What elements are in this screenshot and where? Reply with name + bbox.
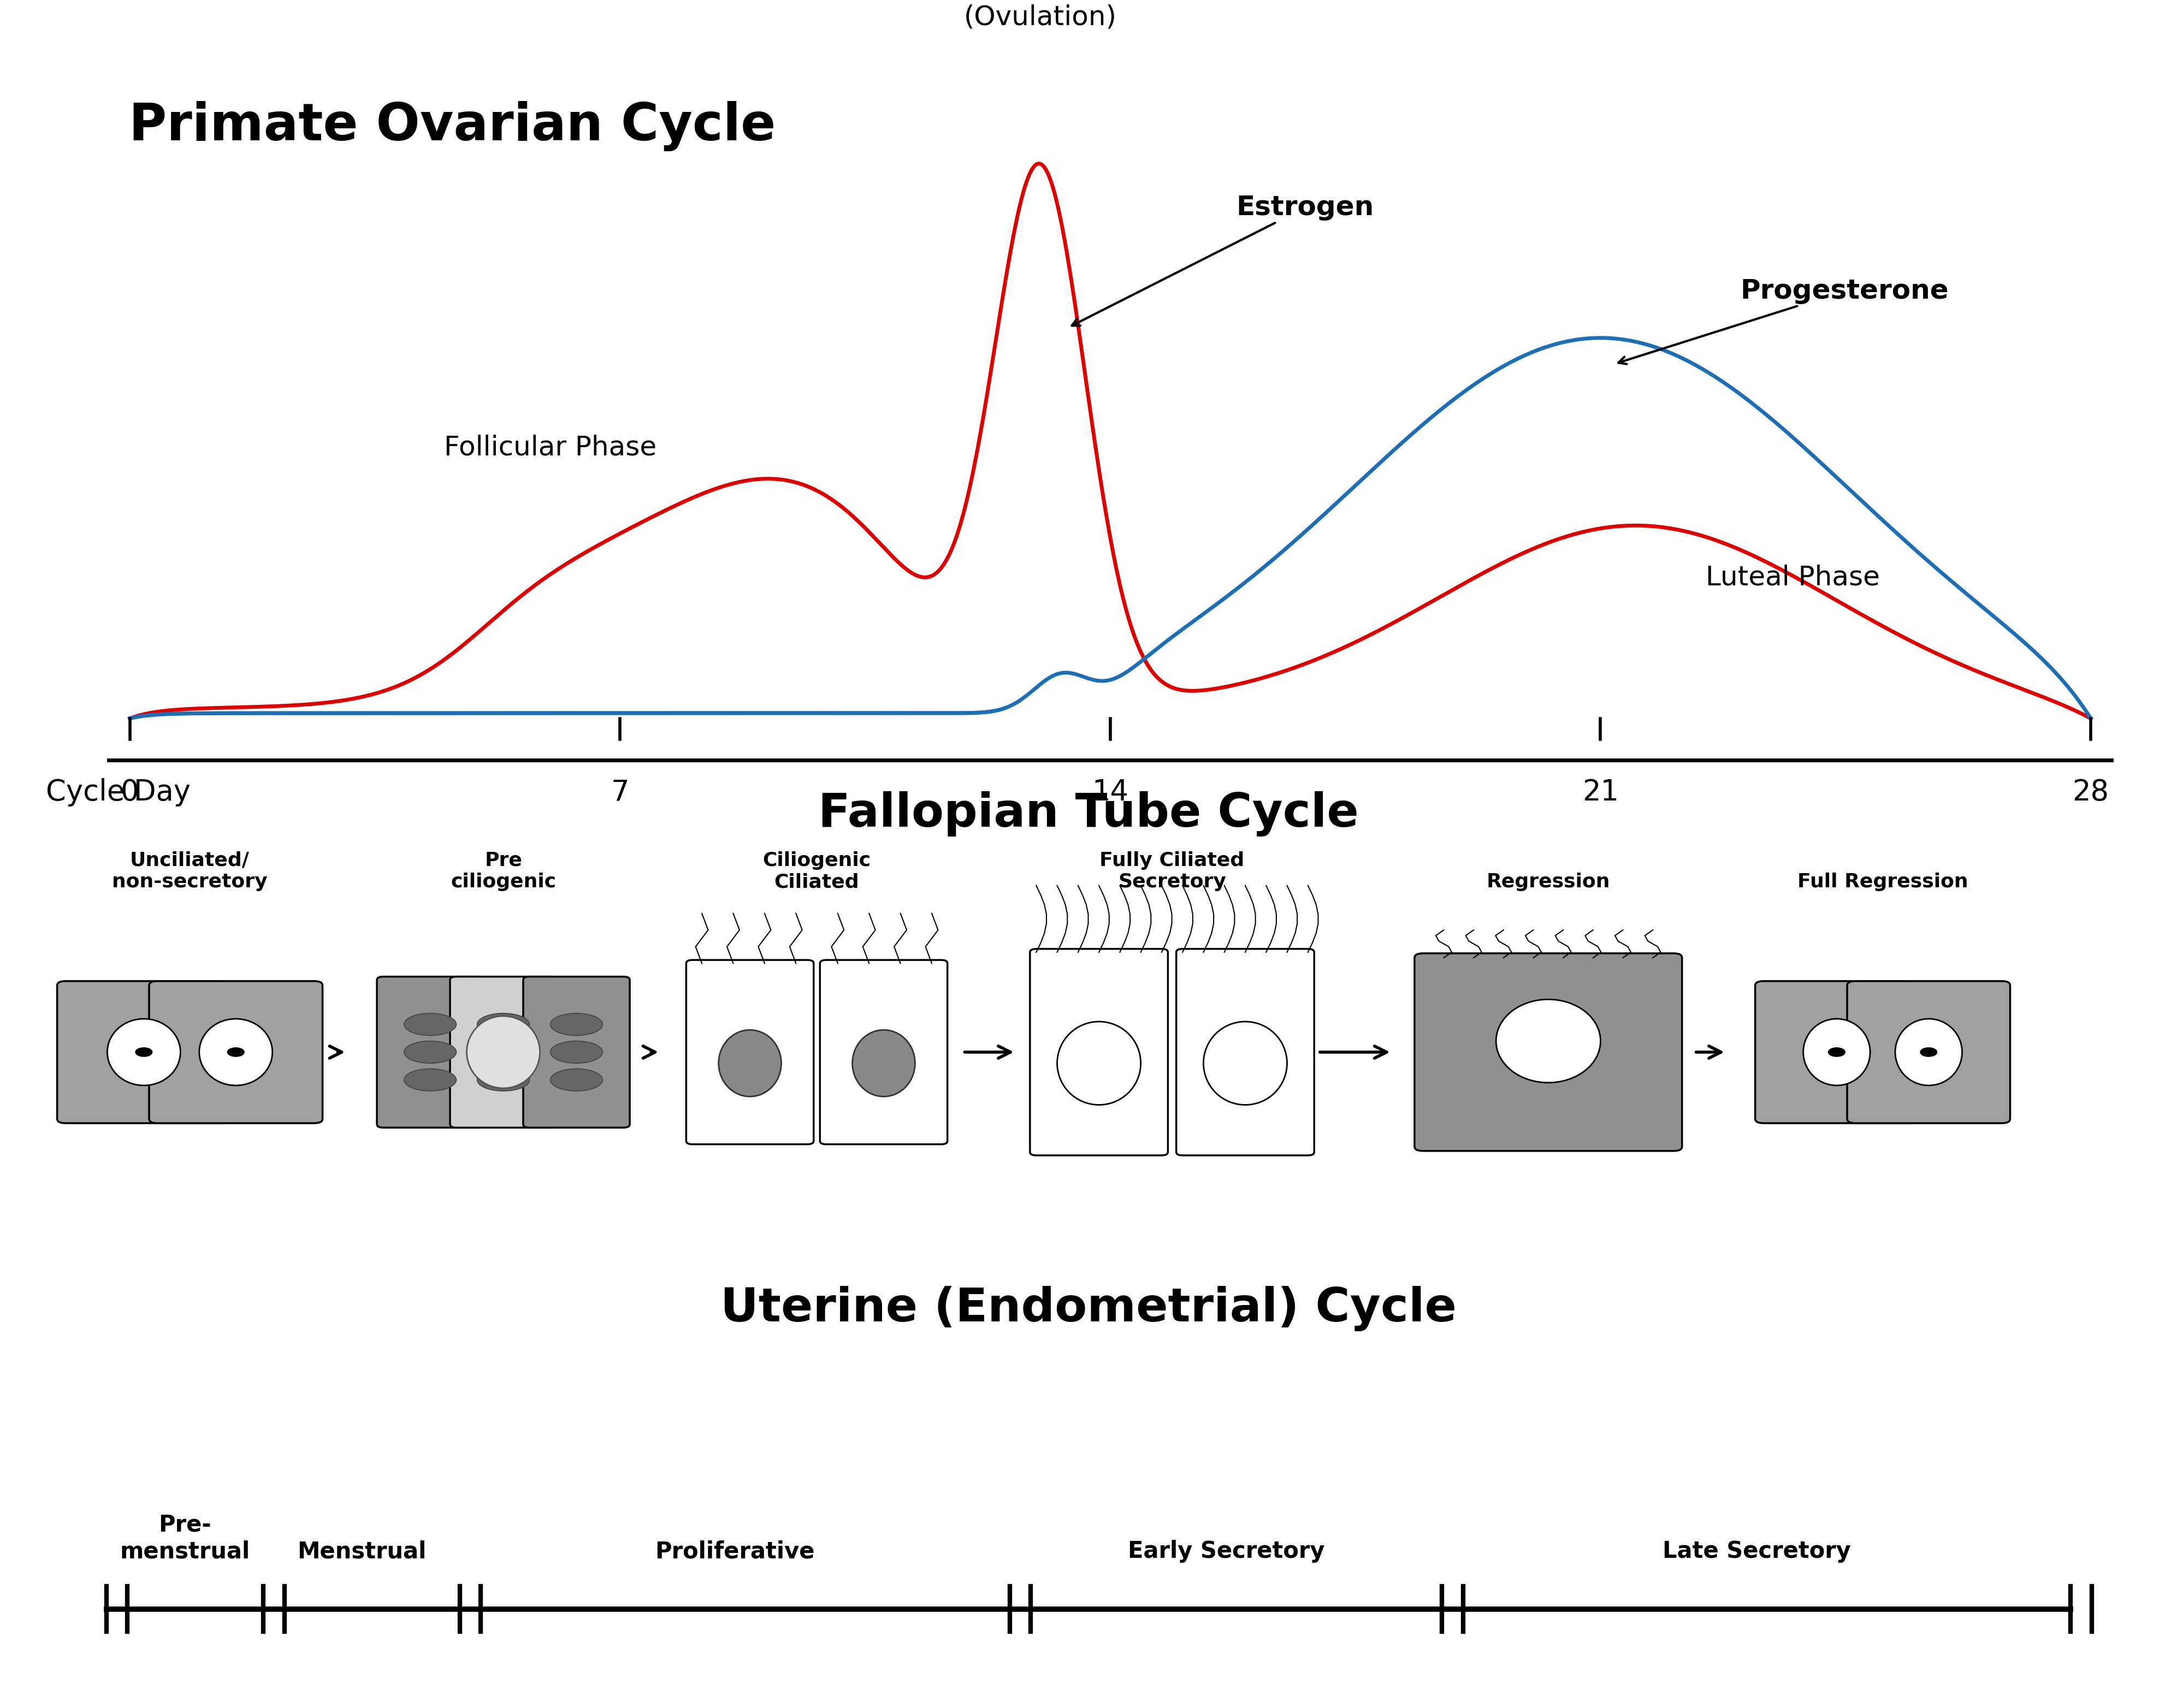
Ellipse shape	[1204, 1021, 1287, 1105]
Ellipse shape	[1920, 1047, 1938, 1057]
Ellipse shape	[135, 1047, 152, 1057]
Text: Primate Ovarian Cycle: Primate Ovarian Cycle	[128, 101, 775, 150]
Text: Late Secretory: Late Secretory	[1663, 1541, 1850, 1563]
Ellipse shape	[1896, 1018, 1961, 1086]
Ellipse shape	[477, 1013, 529, 1035]
Text: 0: 0	[120, 779, 139, 806]
Text: Proliferative: Proliferative	[655, 1541, 814, 1563]
Text: Pre
ciliogenic: Pre ciliogenic	[451, 851, 555, 892]
FancyBboxPatch shape	[377, 977, 483, 1127]
Ellipse shape	[405, 1069, 457, 1091]
Ellipse shape	[853, 1030, 914, 1097]
Ellipse shape	[477, 1040, 529, 1062]
Text: Mid Cycle
(Ovulation): Mid Cycle (Ovulation)	[964, 0, 1117, 31]
FancyBboxPatch shape	[1846, 980, 2009, 1124]
Text: Menstrual: Menstrual	[296, 1541, 427, 1563]
Ellipse shape	[551, 1069, 603, 1091]
Ellipse shape	[718, 1030, 782, 1097]
Text: 7: 7	[612, 779, 629, 806]
Ellipse shape	[551, 1013, 603, 1035]
FancyBboxPatch shape	[686, 960, 814, 1144]
Text: Estrogen: Estrogen	[1071, 195, 1374, 326]
Text: Fully Ciliated
Secretory: Fully Ciliated Secretory	[1099, 851, 1245, 892]
Text: 14: 14	[1093, 779, 1128, 806]
Text: Uterine (Endometrial) Cycle: Uterine (Endometrial) Cycle	[721, 1286, 1456, 1332]
Ellipse shape	[405, 1013, 457, 1035]
Ellipse shape	[226, 1047, 244, 1057]
Text: Regression: Regression	[1487, 873, 1611, 892]
Text: Follicular Phase: Follicular Phase	[444, 434, 655, 461]
Ellipse shape	[1496, 999, 1600, 1083]
Ellipse shape	[107, 1018, 181, 1086]
Text: 21: 21	[1583, 779, 1620, 806]
Ellipse shape	[466, 1016, 540, 1088]
Ellipse shape	[551, 1040, 603, 1062]
Ellipse shape	[405, 1040, 457, 1062]
Text: Fallopian Tube Cycle: Fallopian Tube Cycle	[819, 791, 1358, 837]
Ellipse shape	[200, 1018, 272, 1086]
Ellipse shape	[1058, 1021, 1141, 1105]
Text: Ciliogenic
Ciliated: Ciliogenic Ciliated	[762, 851, 871, 892]
FancyBboxPatch shape	[1755, 980, 1918, 1124]
FancyBboxPatch shape	[1415, 953, 1683, 1151]
FancyBboxPatch shape	[451, 977, 557, 1127]
Text: Full Regression: Full Regression	[1798, 873, 1968, 892]
Text: Pre-
menstrual: Pre- menstrual	[120, 1513, 250, 1563]
Text: Cycle Day: Cycle Day	[46, 779, 192, 806]
Text: Early Secretory: Early Secretory	[1128, 1541, 1324, 1563]
Text: Unciliated/
non-secretory: Unciliated/ non-secretory	[111, 851, 268, 892]
Text: Luteal Phase: Luteal Phase	[1705, 565, 1879, 591]
FancyBboxPatch shape	[148, 980, 322, 1124]
Ellipse shape	[1829, 1047, 1846, 1057]
Text: Progesterone: Progesterone	[1618, 278, 1948, 364]
FancyBboxPatch shape	[522, 977, 629, 1127]
Ellipse shape	[477, 1069, 529, 1091]
FancyBboxPatch shape	[821, 960, 947, 1144]
FancyBboxPatch shape	[1176, 950, 1315, 1155]
Text: 28: 28	[2073, 779, 2110, 806]
Ellipse shape	[1803, 1018, 1870, 1086]
FancyBboxPatch shape	[1030, 950, 1167, 1155]
FancyBboxPatch shape	[57, 980, 231, 1124]
